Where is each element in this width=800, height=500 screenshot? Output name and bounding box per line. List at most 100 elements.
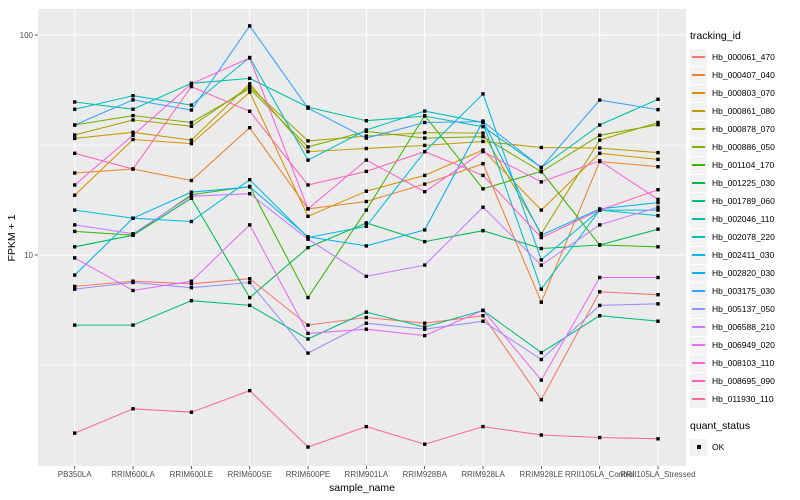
legend-item: Hb_002046_110 [690, 210, 798, 228]
data-point [539, 165, 543, 170]
legend-key-swatch [690, 84, 707, 102]
data-point [131, 107, 135, 111]
y-axis-title: FPKM + 1 [6, 214, 18, 262]
data-point [131, 118, 135, 122]
data-point [248, 280, 252, 285]
data-point [423, 149, 427, 154]
legend-line-icon [692, 398, 705, 400]
legend-key-swatch [690, 390, 707, 408]
x-tick-label: RRIM600LA [111, 470, 155, 479]
legend-label: Hb_008695_090 [712, 376, 775, 386]
data-point [248, 90, 252, 94]
legend-key-swatch [690, 300, 707, 318]
data-point [364, 424, 368, 429]
data-point [364, 310, 368, 314]
x-tick-label: RRII105LA_Stressed [620, 470, 695, 479]
data-point [306, 235, 310, 239]
data-point [73, 256, 77, 260]
data-point [306, 214, 310, 218]
data-point [131, 133, 135, 137]
data-point [598, 223, 602, 227]
data-point [306, 139, 310, 143]
data-point [73, 284, 77, 289]
x-tick-label: RRIM600LE [170, 470, 214, 479]
data-point [248, 185, 252, 189]
legend-label: Hb_002046_110 [712, 214, 775, 224]
data-point [539, 169, 543, 174]
legend-item: Hb_000061_470 [690, 48, 798, 66]
legend-label: Hb_001104_170 [712, 160, 775, 170]
data-point [656, 319, 660, 323]
legend-items-tracking-id: Hb_000061_470 Hb_000407_040 Hb_000803_070 H… [690, 48, 798, 408]
x-tick-label: RRII105LA_Control [565, 470, 635, 479]
data-point [364, 158, 368, 162]
data-point [364, 321, 368, 325]
legend-key-swatch [690, 246, 707, 264]
legend-label: Hb_002411_030 [712, 250, 775, 260]
data-point [189, 138, 194, 142]
data-point [364, 199, 368, 204]
data-point [481, 92, 485, 96]
legend-line-icon [692, 200, 705, 202]
data-point [73, 229, 77, 234]
data-point [364, 327, 368, 331]
data-point [481, 308, 485, 313]
data-point [423, 109, 427, 113]
data-point [656, 197, 660, 202]
data-point [131, 232, 135, 236]
data-point [539, 378, 543, 382]
legend-item: Hb_001104_170 [690, 156, 798, 174]
data-point [423, 143, 427, 148]
data-point [598, 208, 602, 212]
data-point [73, 133, 77, 137]
data-point [73, 183, 77, 187]
data-point [481, 173, 485, 178]
legend-key-swatch [690, 264, 707, 282]
data-point [423, 182, 427, 186]
legend-key-swatch [690, 120, 707, 138]
data-point [248, 126, 252, 130]
data-point [306, 237, 310, 241]
data-point [656, 188, 660, 192]
data-point [131, 94, 135, 98]
data-point [189, 120, 194, 125]
x-tick-label: RRIM600SE [227, 470, 271, 479]
legend-label: Hb_000803_070 [712, 88, 775, 98]
data-point [73, 287, 77, 291]
data-point [423, 333, 427, 338]
legend-line-icon [692, 182, 705, 184]
data-point [248, 295, 252, 300]
legend-key-swatch [690, 228, 707, 246]
data-point [131, 98, 135, 102]
data-point [248, 84, 252, 89]
legend-label-quant-ok: OK [712, 442, 725, 452]
data-point [539, 145, 543, 150]
legend-key-swatch [690, 354, 707, 372]
data-point [306, 183, 310, 187]
legend-item: Hb_000878_070 [690, 120, 798, 138]
data-point [73, 223, 77, 227]
data-point [423, 239, 427, 244]
data-point [73, 136, 77, 141]
legend-item-quant-ok: OK [690, 438, 798, 456]
data-point [656, 245, 660, 249]
legend-label: Hb_002820_030 [712, 268, 775, 278]
data-point [539, 287, 543, 291]
data-point [481, 162, 485, 166]
legend-line-icon [692, 326, 705, 328]
data-point [539, 180, 543, 184]
legend-key-swatch [690, 48, 707, 66]
legend-item: Hb_002078_220 [690, 228, 798, 246]
data-point [306, 158, 310, 162]
legend-key-swatch [690, 192, 707, 210]
legend-item: Hb_011930_110 [690, 390, 798, 408]
legend-key-swatch [690, 318, 707, 336]
y-tick-label: 100 [20, 31, 34, 40]
data-point [189, 84, 194, 89]
data-point [189, 410, 194, 414]
data-point [481, 229, 485, 233]
data-point [73, 245, 77, 249]
data-point [73, 123, 77, 127]
data-point [73, 208, 77, 212]
